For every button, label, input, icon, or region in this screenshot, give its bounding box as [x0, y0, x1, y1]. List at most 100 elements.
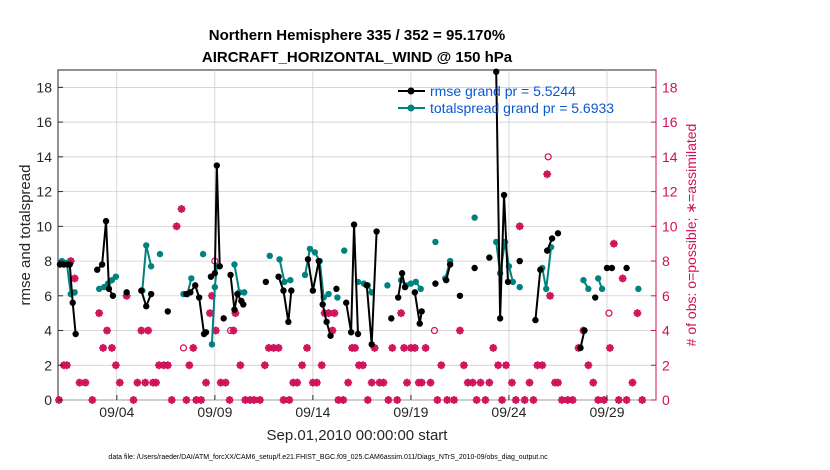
- x-axis-label: Sep.01,2010 00:00:00 start: [267, 427, 449, 444]
- totalspread-point: [188, 275, 195, 282]
- obs-assimilated-marker: [476, 378, 485, 387]
- obs-assimilated-marker: [628, 378, 637, 387]
- chart-title-line-2: AIRCRAFT_HORIZONTAL_WIND @ 150 hPa: [202, 49, 513, 66]
- obs-assimilated-marker: [443, 396, 452, 404]
- totalspread-point: [147, 263, 155, 270]
- obs-assimilated-marker: [622, 396, 631, 404]
- rmse-point: [554, 230, 562, 237]
- rmse-point: [347, 329, 355, 336]
- data-file-footnote: data file: /Users/raeder/DAI/ATM_forcXX/…: [108, 454, 548, 461]
- rmse-point: [368, 341, 375, 348]
- obs-assimilated-marker: [312, 378, 321, 387]
- obs-assimilated-marker: [177, 204, 186, 213]
- rmse-point: [608, 264, 616, 272]
- y-axis-right-ticks: 0 2 4 6 8 10 12 14 16 18: [651, 70, 678, 408]
- obs-assimilated-marker: [293, 378, 302, 387]
- totalspread-point: [334, 294, 341, 301]
- obs-assimilated-marker: [99, 343, 108, 352]
- obs-assimilated-marker: [494, 361, 503, 370]
- obs-assimilated-marker: [568, 396, 577, 404]
- totalspread-point: [311, 249, 319, 256]
- obs-assimilated-marker: [358, 361, 367, 370]
- obs-assimilated-marker: [379, 378, 388, 387]
- y-left-tick-label: 0: [44, 392, 52, 408]
- y-right-tick-label: 2: [662, 357, 670, 373]
- rmse-point: [240, 301, 247, 308]
- y-axis-right-label: # of obs: o=possible; ∗=assimilated: [683, 124, 699, 347]
- rmse-point: [537, 266, 544, 273]
- obs-assimilated-marker: [81, 378, 90, 387]
- y-axis-left-ticks: 0 2 4 6 8 10 12 14 16 18: [36, 79, 63, 408]
- y-axis-left-label: rmse and totalspread: [17, 165, 34, 306]
- obs-assimilated-marker: [502, 361, 511, 370]
- rmse-point: [202, 329, 210, 336]
- obs-assimilated-marker: [103, 326, 112, 335]
- rmse-point: [532, 316, 539, 324]
- rmse-point: [72, 330, 79, 338]
- totalspread-point: [471, 214, 478, 221]
- obs-assimilated-marker: [88, 396, 97, 404]
- x-axis-ticks: 09/04 09/09 09/14 09/19 09/24 09/29: [99, 395, 625, 420]
- rmse-line-segment: [345, 224, 359, 335]
- totalspread-point: [266, 252, 273, 260]
- x-tick-label: 09/04: [99, 404, 134, 420]
- rmse-point: [143, 303, 150, 310]
- obs-assimilated-marker: [221, 378, 230, 387]
- totalspread-point: [276, 256, 283, 263]
- obs-possible-marker: [605, 309, 613, 317]
- obs-possible-marker: [430, 326, 439, 335]
- series-lines: [56, 68, 642, 352]
- totalspread-point: [384, 282, 391, 289]
- totalspread-point: [71, 289, 78, 296]
- obs-assimilated-marker: [163, 361, 172, 370]
- obs-assimilated-marker: [605, 343, 614, 352]
- y-left-tick-label: 12: [36, 184, 52, 200]
- obs-assimilated-marker: [202, 378, 211, 387]
- obs-assimilated-marker: [584, 361, 593, 370]
- obs-assimilated-marker: [62, 361, 71, 370]
- obs-count-markers: [54, 153, 647, 404]
- rmse-point: [69, 299, 76, 306]
- obs-assimilated-marker: [167, 396, 176, 404]
- totalspread-point: [509, 278, 517, 286]
- legend-rmse-marker: [407, 87, 415, 95]
- obs-assimilated-marker: [618, 274, 627, 283]
- rmse-point: [443, 276, 450, 284]
- totalspread-point: [585, 285, 592, 293]
- rmse-point: [327, 332, 334, 339]
- y-left-tick-label: 16: [36, 114, 52, 130]
- obs-assimilated-marker: [426, 378, 435, 387]
- obs-assimilated-marker: [141, 378, 150, 387]
- legend: rmse grand pr = 5.5244 totalspread grand…: [398, 83, 614, 116]
- rmse-point: [343, 299, 350, 306]
- y-left-tick-label: 10: [36, 218, 52, 234]
- rmse-point: [388, 315, 395, 322]
- rmse-point: [304, 256, 312, 263]
- obs-assimilated-marker: [507, 378, 516, 387]
- totalspread-point: [199, 250, 207, 258]
- totalspread-point: [543, 285, 550, 293]
- obs-assimilated-marker: [137, 326, 146, 335]
- rmse-point: [516, 257, 523, 265]
- rmse-point: [543, 247, 551, 254]
- rmse-point: [373, 228, 380, 235]
- rmse-point: [471, 264, 478, 272]
- obs-assimilated-marker: [229, 326, 238, 335]
- totalspread-point: [112, 273, 120, 280]
- y-left-tick-label: 14: [36, 149, 52, 165]
- totalspread-point: [306, 245, 314, 253]
- obs-assimilated-marker: [538, 361, 547, 370]
- rmse-point: [603, 264, 611, 272]
- obs-assimilated-marker: [152, 378, 161, 387]
- rmse-point: [288, 287, 295, 294]
- rmse-point: [262, 278, 270, 286]
- y-left-tick-label: 6: [44, 288, 52, 304]
- totalspread-point: [281, 278, 288, 286]
- rmse-point: [109, 292, 117, 299]
- obs-assimilated-marker: [589, 378, 598, 387]
- rmse-point: [102, 217, 110, 225]
- legend-rmse-label: rmse grand pr = 5.5244: [430, 83, 576, 99]
- totalspread-point: [598, 285, 606, 293]
- obs-assimilated-marker: [468, 378, 477, 387]
